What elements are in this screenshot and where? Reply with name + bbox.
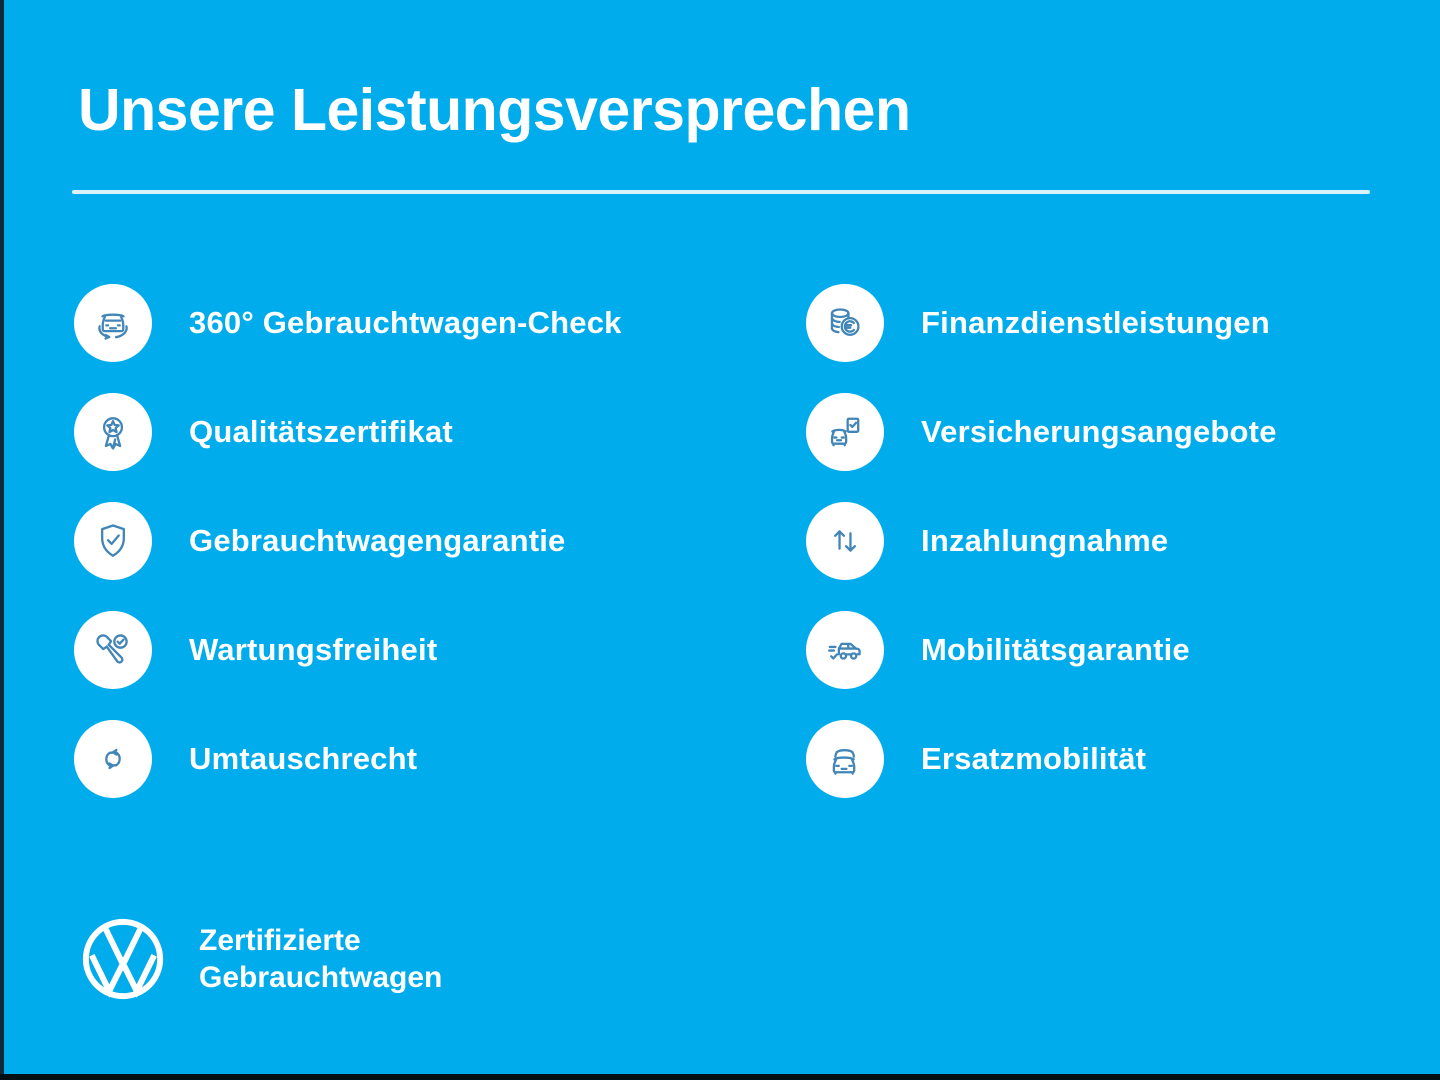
bottom-edge-bar xyxy=(0,1074,1440,1080)
title-divider xyxy=(72,190,1370,194)
list-item: Inzahlungnahme xyxy=(806,502,1277,580)
brand-text: Zertifizierte Gebrauchtwagen xyxy=(199,922,442,996)
promise-label: Versicherungsangebote xyxy=(921,414,1277,449)
promise-label: Umtauschrecht xyxy=(189,741,418,776)
page-title: Unsere Leistungsversprechen xyxy=(78,77,911,143)
vw-logo-icon xyxy=(82,918,164,1000)
wrench-check-icon xyxy=(74,611,152,689)
promise-column-right: Finanzdienstleistungen Versicherungsange… xyxy=(806,284,1277,798)
promise-label: Gebrauchtwagengarantie xyxy=(189,523,566,558)
promise-label: Mobilitätsgarantie xyxy=(921,632,1190,667)
up-down-arrows-icon xyxy=(806,502,884,580)
promise-label: Wartungsfreiheit xyxy=(189,632,438,667)
coins-euro-icon xyxy=(806,284,884,362)
shield-check-icon xyxy=(74,502,152,580)
list-item: Mobilitätsgarantie xyxy=(806,611,1277,689)
brand-line-1: Zertifizierte xyxy=(199,924,361,957)
list-item: Versicherungsangebote xyxy=(806,393,1277,471)
two-cars-icon xyxy=(806,720,884,798)
promise-label: Inzahlungnahme xyxy=(921,523,1169,558)
list-item: Ersatzmobilität xyxy=(806,720,1277,798)
car-checklist-icon xyxy=(806,393,884,471)
brand-line-2: Gebrauchtwagen xyxy=(199,961,443,994)
fast-van-icon xyxy=(806,611,884,689)
list-item: Qualitätszertifikat xyxy=(74,393,622,471)
car-360-icon xyxy=(74,284,152,362)
list-item: Gebrauchtwagengarantie xyxy=(74,502,622,580)
promise-label: Ersatzmobilität xyxy=(921,741,1147,776)
medal-icon xyxy=(74,393,152,471)
list-item: Wartungsfreiheit xyxy=(74,611,622,689)
promise-label: 360° Gebrauchtwagen-Check xyxy=(189,305,622,340)
left-edge-bar xyxy=(0,0,4,1080)
list-item: Umtauschrecht xyxy=(74,720,622,798)
promise-column-left: 360° Gebrauchtwagen-Check Qualitätszerti… xyxy=(74,284,622,798)
promise-label: Finanzdienstleistungen xyxy=(921,305,1270,340)
promise-label: Qualitätszertifikat xyxy=(189,414,453,449)
list-item: 360° Gebrauchtwagen-Check xyxy=(74,284,622,362)
footer-brand: Zertifizierte Gebrauchtwagen xyxy=(79,915,442,1003)
exchange-arrows-icon xyxy=(74,720,152,798)
list-item: Finanzdienstleistungen xyxy=(806,284,1277,362)
